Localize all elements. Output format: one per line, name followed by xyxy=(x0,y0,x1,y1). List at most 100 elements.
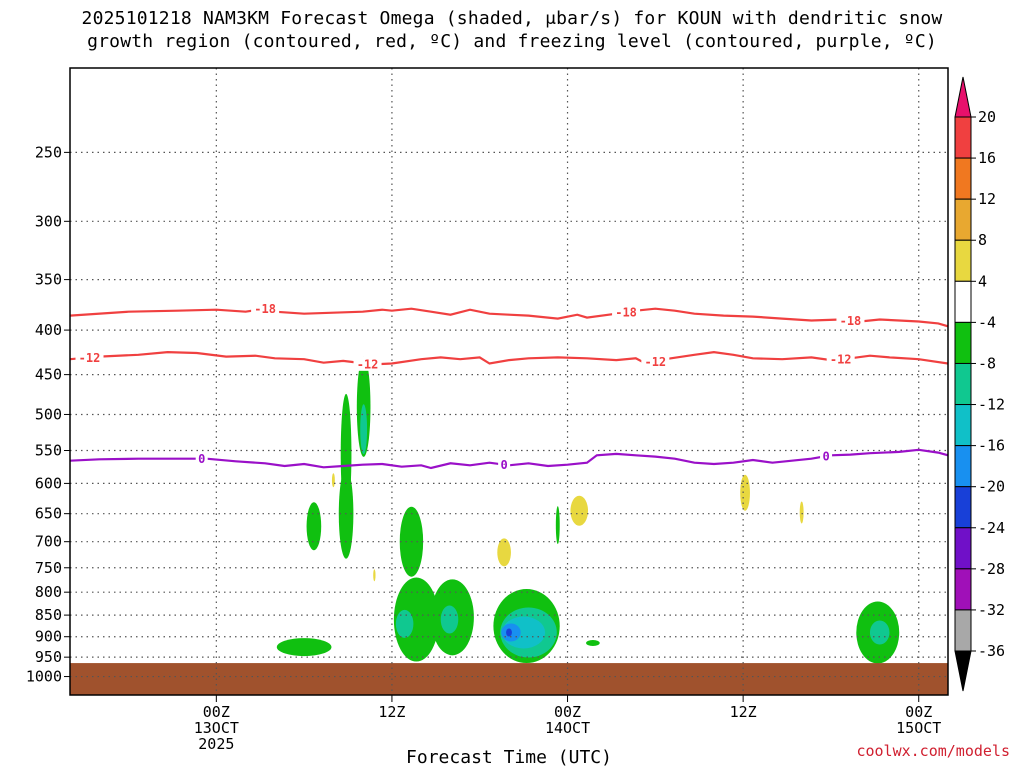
colorbar-label-3: 8 xyxy=(978,231,987,249)
contour-line-1 xyxy=(70,350,948,366)
contour-label-1-0: -12 xyxy=(79,351,101,365)
colorbar-label-11: -28 xyxy=(978,560,1005,578)
y-tick-label-600: 600 xyxy=(35,474,62,492)
x-tick-label-4-0: 00Z xyxy=(905,703,932,721)
y-tick-label-300: 300 xyxy=(35,212,62,230)
x-tick-label-0-1: 13OCT xyxy=(194,719,239,737)
omega-region-9 xyxy=(276,638,332,657)
contour-label-bg-2-0 xyxy=(195,451,208,466)
surface-terrain xyxy=(70,663,948,695)
colorbar-label-12: -32 xyxy=(978,601,1005,619)
colorbar-swatch-1 xyxy=(954,116,972,159)
omega-region-5 xyxy=(555,506,560,545)
omega-region-10 xyxy=(586,639,600,646)
colorbar-swatch-3 xyxy=(954,198,972,241)
omega-region-19 xyxy=(506,628,512,637)
omega-region-22 xyxy=(497,538,511,567)
y-tick-label-550: 550 xyxy=(35,442,62,460)
colorbar-label-6: -8 xyxy=(978,354,996,372)
colorbar-swatch-13 xyxy=(954,609,972,652)
y-tick-label-700: 700 xyxy=(35,533,62,551)
colorbar-label-10: -24 xyxy=(978,519,1005,537)
colorbar-label-13: -36 xyxy=(978,642,1005,660)
y-tick-label-1000: 1000 xyxy=(26,668,62,686)
y-tick-label-450: 450 xyxy=(35,366,62,384)
contour-label-bg-1-2 xyxy=(641,354,670,369)
omega-region-6 xyxy=(393,577,439,662)
x-tick-label-4-1: 15OCT xyxy=(896,719,941,737)
contour-label-0-2: -18 xyxy=(840,314,862,328)
x-tick-label-0-0: 00Z xyxy=(203,703,230,721)
omega-region-21 xyxy=(373,569,376,582)
colorbar-swatch-11 xyxy=(954,527,972,570)
contour-label-bg-1-1 xyxy=(353,356,382,371)
omega-region-23 xyxy=(570,495,589,526)
colorbar-bottom-arrow xyxy=(954,650,972,692)
y-tick-label-350: 350 xyxy=(35,271,62,289)
contour-line-2 xyxy=(70,448,948,470)
contour-line-0 xyxy=(70,307,948,328)
colorbar-swatch-5 xyxy=(954,280,972,323)
contour-label-bg-1-0 xyxy=(75,350,104,365)
contour-label-1-2: -12 xyxy=(644,355,666,369)
colorbar-swatch-8 xyxy=(954,404,972,447)
colorbar-label-4: 4 xyxy=(978,272,987,290)
colorbar-swatch-10 xyxy=(954,486,972,529)
contour-label-2-0: 0 xyxy=(198,452,205,466)
colorbar-label-5: -4 xyxy=(978,313,996,331)
chart-title-line-2: growth region (contoured, red, ºC) and f… xyxy=(87,31,937,52)
y-tick-label-250: 250 xyxy=(35,143,62,161)
omega-region-20 xyxy=(331,473,335,488)
contour-label-1-1: -12 xyxy=(357,357,379,371)
omega-region-12 xyxy=(360,404,368,455)
x-tick-label-2-1: 14OCT xyxy=(545,719,590,737)
colorbar-top-arrow xyxy=(954,76,972,118)
contour-label-0-1: -18 xyxy=(615,306,637,320)
x-tick-label-0-2: 2025 xyxy=(198,735,234,753)
contour-label-bg-2-1 xyxy=(498,457,511,472)
y-tick-label-950: 950 xyxy=(35,648,62,666)
colorbar-swatch-4 xyxy=(954,239,972,282)
contour-label-0-0: -18 xyxy=(254,302,276,316)
contour-label-2-1: 0 xyxy=(501,458,508,472)
colorbar-label-2: 12 xyxy=(978,190,996,208)
omega-region-16 xyxy=(869,620,890,645)
colorbar-swatch-6 xyxy=(954,321,972,364)
x-tick-label-2-0: 00Z xyxy=(554,703,581,721)
y-tick-label-400: 400 xyxy=(35,321,62,339)
omega-region-25 xyxy=(799,501,804,524)
contour-label-1-3: -12 xyxy=(830,353,852,367)
contour-label-2-2: 0 xyxy=(822,450,829,464)
y-tick-label-850: 850 xyxy=(35,606,62,624)
colorbar-swatch-9 xyxy=(954,445,972,488)
y-tick-label-650: 650 xyxy=(35,505,62,523)
colorbar-swatch-7 xyxy=(954,362,972,406)
contour-label-bg-0-0 xyxy=(251,301,280,316)
x-tick-label-1-0: 12Z xyxy=(378,703,405,721)
x-tick-label-3-0: 12Z xyxy=(730,703,757,721)
y-tick-label-750: 750 xyxy=(35,559,62,577)
omega-region-14 xyxy=(440,605,459,634)
colorbar-label-1: 16 xyxy=(978,149,996,167)
colorbar-swatch-2 xyxy=(954,157,972,200)
omega-region-3 xyxy=(306,502,322,551)
x-axis-title: Forecast Time (UTC) xyxy=(406,747,612,768)
colorbar-label-7: -12 xyxy=(978,396,1005,414)
colorbar-label-0: 20 xyxy=(978,108,996,126)
colorbar-swatch-12 xyxy=(954,568,972,611)
omega-region-13 xyxy=(395,609,414,638)
y-tick-label-800: 800 xyxy=(35,583,62,601)
contour-label-bg-2-2 xyxy=(820,449,833,464)
chart-title-line-1: 2025101218 NAM3KM Forecast Omega (shaded… xyxy=(81,8,943,29)
plot-frame xyxy=(69,67,949,696)
credit-text: coolwx.com/models xyxy=(856,742,1010,760)
colorbar-label-9: -20 xyxy=(978,478,1005,496)
contour-label-bg-0-1 xyxy=(612,305,641,320)
colorbar-label-8: -16 xyxy=(978,437,1005,455)
contour-label-bg-1-3 xyxy=(826,352,855,367)
y-tick-label-500: 500 xyxy=(35,405,62,423)
omega-region-24 xyxy=(740,474,750,511)
y-tick-label-900: 900 xyxy=(35,628,62,646)
contour-label-bg-0-2 xyxy=(836,313,865,328)
